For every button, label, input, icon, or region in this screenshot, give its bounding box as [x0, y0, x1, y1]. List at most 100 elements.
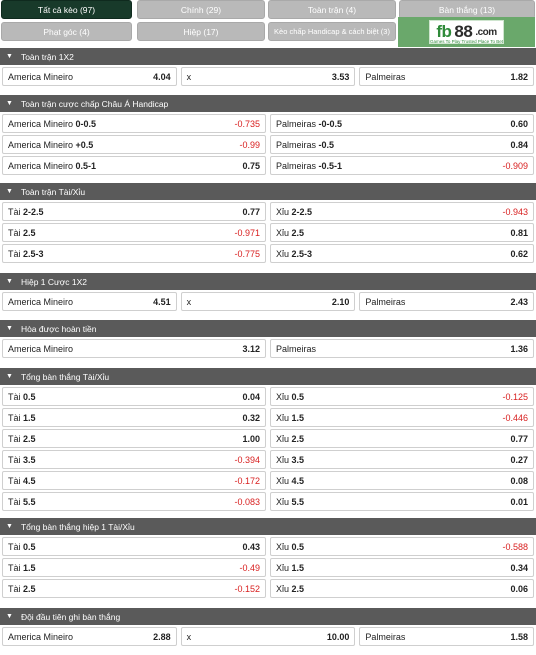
- selection-name: Xỉu: [276, 496, 290, 507]
- section-header[interactable]: ▼ Toàn trận Tài/Xỉu: [0, 183, 536, 200]
- odds-selection[interactable]: Palmeiras -0-0.5 0.60: [270, 114, 534, 133]
- odds-selection[interactable]: Tài 5.5 -0.083: [2, 492, 266, 511]
- odds-selection[interactable]: x 3.53: [180, 67, 356, 86]
- tab-halves[interactable]: Hiệp (17): [137, 22, 265, 41]
- collapse-caret-icon[interactable]: ▼: [6, 278, 13, 285]
- selection-label: x: [187, 632, 192, 642]
- collapse-caret-icon[interactable]: ▼: [6, 53, 13, 60]
- collapse-caret-icon[interactable]: ▼: [6, 325, 13, 332]
- odds-selection[interactable]: Xỉu 2.5 0.77: [270, 429, 534, 448]
- odds-selection[interactable]: x 2.10: [180, 292, 356, 311]
- tab-handicap[interactable]: Kèo chấp Handicap & cách biệt (3): [268, 22, 396, 41]
- market-section: ▼ Tổng bàn thắng hiệp 1 Tài/Xỉu Tài 0.5 0.4…: [0, 518, 536, 598]
- collapse-caret-icon[interactable]: ▼: [6, 188, 13, 195]
- odds-selection[interactable]: x 10.00: [180, 627, 356, 646]
- odds-selection[interactable]: Tài 2.5-3 -0.775: [2, 244, 266, 263]
- section-header[interactable]: ▼ Hòa được hoàn tiền: [0, 320, 536, 337]
- odds-selection[interactable]: Xỉu 2.5 0.06: [270, 579, 534, 598]
- selection-label: Palmeiras: [365, 297, 405, 307]
- odds-row: Tài 5.5 -0.083 Xỉu 5.5 0.01: [0, 492, 536, 511]
- odds-value: 0.27: [510, 454, 528, 465]
- selection-label: Xỉu 2.5-3: [276, 249, 312, 259]
- odds-selection[interactable]: Palmeiras 1.82: [359, 67, 535, 86]
- tab-full-time[interactable]: Toàn trận (4): [268, 0, 396, 19]
- selection-label: Palmeiras: [365, 72, 405, 82]
- odds-selection[interactable]: Tài 1.5 -0.49: [2, 558, 266, 577]
- odds-selection[interactable]: Tài 4.5 -0.172: [2, 471, 266, 490]
- selection-name: America Mineiro: [8, 631, 74, 642]
- section-title: Tổng bàn thắng Tài/Xỉu: [20, 371, 110, 382]
- odds-selection[interactable]: Xỉu 2-2.5 -0.943: [270, 202, 534, 221]
- collapse-caret-icon[interactable]: ▼: [6, 523, 13, 530]
- odds-selection[interactable]: Tài 2.5 -0.971: [2, 223, 266, 242]
- collapse-caret-icon[interactable]: ▼: [6, 100, 13, 107]
- odds-selection[interactable]: Tài 2-2.5 0.77: [2, 202, 266, 221]
- odds-selection[interactable]: Tài 2.5 -0.152: [2, 579, 266, 598]
- odds-selection[interactable]: Palmeiras 1.36: [270, 339, 534, 358]
- selection-name: Xỉu: [276, 248, 290, 259]
- odds-selection[interactable]: Tài 3.5 -0.394: [2, 450, 266, 469]
- section-header[interactable]: ▼ Hiệp 1 Cược 1X2: [0, 273, 536, 290]
- odds-selection[interactable]: Tài 0.5 0.04: [2, 387, 266, 406]
- tab-main[interactable]: Chính (29): [137, 0, 265, 19]
- selection-name: Tài: [8, 454, 21, 465]
- odds-value: 0.75: [242, 160, 260, 171]
- odds-selection[interactable]: America Mineiro 0.5-1 0.75: [2, 156, 266, 175]
- odds-selection[interactable]: America Mineiro 2.88: [2, 627, 177, 646]
- odds-selection[interactable]: Xỉu 5.5 0.01: [270, 492, 534, 511]
- section-header[interactable]: ▼ Toàn trận 1X2: [0, 48, 536, 65]
- odds-value: 3.53: [331, 71, 350, 82]
- odds-selection[interactable]: Xỉu 4.5 0.08: [270, 471, 534, 490]
- market-section: ▼ Toàn trận cược chấp Châu Á Handicap Amer…: [0, 95, 536, 175]
- selection-line: +0.5: [75, 139, 94, 150]
- odds-selection[interactable]: Xỉu 3.5 0.27: [270, 450, 534, 469]
- odds-selection[interactable]: Palmeiras -0.5-1 -0.909: [270, 156, 534, 175]
- odds-selection[interactable]: America Mineiro 4.04: [2, 67, 177, 86]
- odds-selection[interactable]: Xỉu 0.5 -0.588: [270, 537, 534, 556]
- selection-label: Palmeiras: [276, 344, 316, 354]
- section-header[interactable]: ▼ Tổng bàn thắng hiệp 1 Tài/Xỉu: [0, 518, 536, 535]
- selection-label: America Mineiro 0-0.5: [8, 119, 96, 129]
- odds-selection[interactable]: America Mineiro +0.5 -0.99: [2, 135, 266, 154]
- odds-selection[interactable]: Xỉu 2.5 0.81: [270, 223, 534, 242]
- selection-name: Tài: [8, 412, 21, 423]
- selection-line: 2.5: [291, 227, 305, 238]
- collapse-caret-icon[interactable]: ▼: [6, 373, 13, 380]
- section-title: Toàn trận cược chấp Châu Á Handicap: [20, 98, 169, 109]
- selection-name: Tài: [8, 248, 21, 259]
- odds-selection[interactable]: America Mineiro 0-0.5 -0.735: [2, 114, 266, 133]
- selection-line: 2.5: [291, 583, 305, 594]
- odds-value: -0.588: [502, 541, 528, 552]
- odds-selection[interactable]: America Mineiro 4.51: [2, 292, 177, 311]
- odds-selection[interactable]: Palmeiras -0.5 0.84: [270, 135, 534, 154]
- section-header[interactable]: ▼ Đội đầu tiên ghi bàn thắng: [0, 608, 536, 625]
- fb88-logo[interactable]: fb 88 .com Games To Play Trusted Place To …: [398, 17, 535, 47]
- odds-selection[interactable]: America Mineiro 3.12: [2, 339, 266, 358]
- selection-line: 0.5: [23, 391, 36, 402]
- odds-selection[interactable]: Tài 0.5 0.43: [2, 537, 266, 556]
- odds-value: 4.04: [153, 71, 171, 82]
- collapse-caret-icon[interactable]: ▼: [6, 613, 13, 620]
- odds-selection[interactable]: Tài 1.5 0.32: [2, 408, 266, 427]
- market-section: ▼ Hòa được hoàn tiền America Mineiro 3.12 Pa…: [0, 320, 536, 358]
- odds-selection[interactable]: Xỉu 0.5 -0.125: [270, 387, 534, 406]
- selection-name: America Mineiro: [8, 71, 74, 82]
- odds-value: -0.735: [234, 118, 260, 129]
- tab-all-markets[interactable]: Tất cả kèo (97): [1, 0, 132, 19]
- odds-selection[interactable]: Palmeiras 2.43: [359, 292, 535, 311]
- odds-selection[interactable]: Xỉu 1.5 -0.446: [270, 408, 534, 427]
- odds-selection[interactable]: Palmeiras 1.58: [359, 627, 535, 646]
- section-header[interactable]: ▼ Tổng bàn thắng Tài/Xỉu: [0, 368, 536, 385]
- selection-line: 2.5: [23, 583, 36, 594]
- odds-selection[interactable]: Xỉu 1.5 0.34: [270, 558, 534, 577]
- selection-name: Tài: [8, 541, 21, 552]
- tab-corners[interactable]: Phạt góc (4): [1, 22, 132, 41]
- odds-selection[interactable]: Xỉu 2.5-3 0.62: [270, 244, 534, 263]
- selection-line: 5.5: [23, 496, 36, 507]
- odds-value: -0.971: [234, 227, 260, 238]
- odds-selection[interactable]: Tài 2.5 1.00: [2, 429, 266, 448]
- selection-name: Tài: [8, 433, 21, 444]
- odds-row: Tài 0.5 0.04 Xỉu 0.5 -0.125: [0, 387, 536, 406]
- section-header[interactable]: ▼ Toàn trận cược chấp Châu Á Handicap: [0, 95, 536, 112]
- selection-line: -0.5-1: [318, 160, 343, 171]
